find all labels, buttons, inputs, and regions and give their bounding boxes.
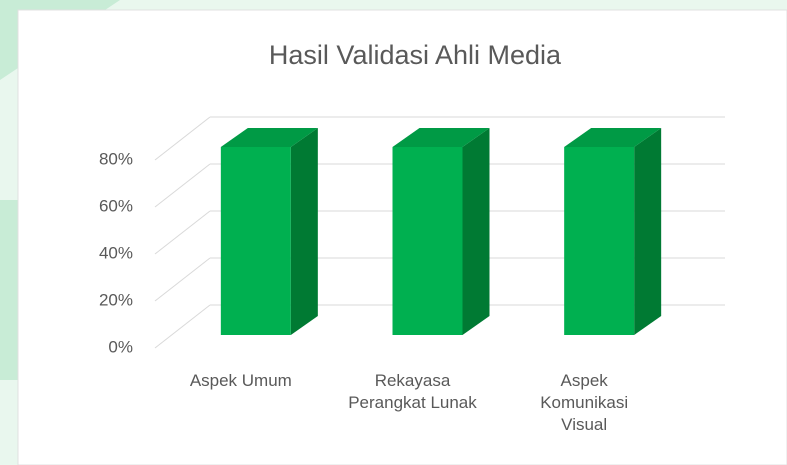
bar — [564, 128, 662, 335]
bg-shape — [0, 200, 18, 380]
grid-line — [154, 210, 211, 255]
bar-front — [564, 147, 635, 335]
bar-top — [220, 128, 318, 147]
y-tick-label: 40% — [99, 243, 133, 262]
grid-line — [154, 257, 211, 302]
bar — [392, 128, 490, 335]
x-tick-label: Rekayasa Perangkat Lunak — [348, 371, 477, 412]
y-tick-label: 20% — [99, 290, 133, 309]
bar-top — [564, 128, 662, 147]
bar-side — [634, 128, 662, 335]
bar-side — [462, 128, 490, 335]
grid-line — [154, 163, 211, 208]
bar-front — [392, 147, 463, 335]
bar-top — [392, 128, 490, 147]
grid-line — [154, 304, 211, 349]
bar-front — [220, 147, 291, 335]
chart-title: Hasil Validasi Ahli Media — [269, 40, 562, 70]
y-tick-label: 60% — [99, 196, 133, 215]
y-tick-label: 80% — [99, 149, 133, 168]
bar — [220, 128, 318, 335]
x-tick-label: Aspek Komunikasi Visual — [540, 371, 629, 434]
bar-side — [290, 128, 318, 335]
x-tick-label: Aspek Umum — [189, 371, 292, 390]
grid-line — [154, 116, 211, 161]
y-tick-label: 0% — [108, 337, 133, 356]
